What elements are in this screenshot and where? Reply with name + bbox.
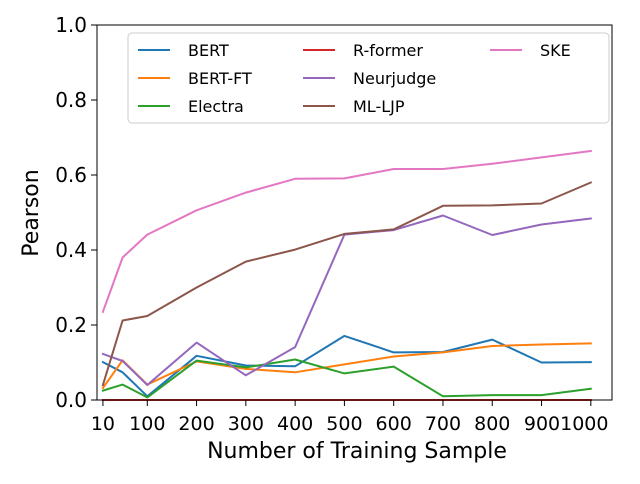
legend-entry: Neurjudge — [303, 69, 436, 88]
x-tick-label: 10 — [91, 413, 115, 435]
series-line-bert — [101, 334, 592, 398]
x-tick-label: 100 — [129, 413, 165, 435]
y-tick-label: 0.0 — [55, 388, 87, 412]
legend-label: SKE — [540, 41, 571, 60]
series-line-ske — [101, 149, 592, 314]
y-tick-label: 0.4 — [55, 238, 87, 262]
y-tick-label: 0.2 — [55, 313, 87, 337]
series-line-ml-ljp — [101, 181, 593, 387]
series-line-neurjudge — [101, 214, 592, 386]
x-tick-label: 400 — [277, 413, 313, 435]
x-tick-label: 200 — [178, 413, 214, 435]
x-ticks: 10 100 200 300 400 500 600 700 800 9001000 — [91, 400, 609, 435]
y-ticks: 0.0 0.2 0.4 0.6 0.8 1.0 — [55, 13, 97, 412]
plot-frame — [96, 24, 613, 401]
legend-entry: ML-LJP — [303, 97, 405, 116]
legend-label: BERT — [188, 41, 229, 60]
legend-entry: BERT — [138, 41, 229, 60]
y-tick-label: 0.6 — [55, 163, 87, 187]
y-axis-label: Pearson — [19, 169, 44, 256]
legend-label: Neurjudge — [353, 69, 436, 88]
legend: BERT BERT-FT Electra R-former Neurjudge ML-LJ… — [127, 32, 610, 124]
x-tick-label: 300 — [228, 413, 264, 435]
legend-label: ML-LJP — [353, 97, 405, 116]
x-axis-label: Number of Training Sample — [207, 439, 507, 464]
legend-entry: R-former — [303, 41, 423, 60]
legend-label: R-former — [353, 41, 423, 60]
x-tick-label: 700 — [425, 413, 461, 435]
x-tick-label: 500 — [326, 413, 362, 435]
legend-entry: SKE — [490, 41, 571, 60]
legend-entry: BERT-FT — [138, 69, 252, 88]
legend-label: Electra — [188, 97, 244, 116]
legend-frame — [127, 32, 610, 124]
x-tick-label: 800 — [474, 413, 510, 435]
legend-label: BERT-FT — [188, 69, 252, 88]
y-tick-label: 1.0 — [55, 13, 87, 37]
x-tick-label: 600 — [376, 413, 412, 435]
legend-entry: Electra — [138, 97, 244, 116]
y-tick-label: 0.8 — [55, 88, 87, 112]
series-line-electra — [101, 358, 592, 399]
x-tick-label: 9001000 — [524, 413, 609, 435]
